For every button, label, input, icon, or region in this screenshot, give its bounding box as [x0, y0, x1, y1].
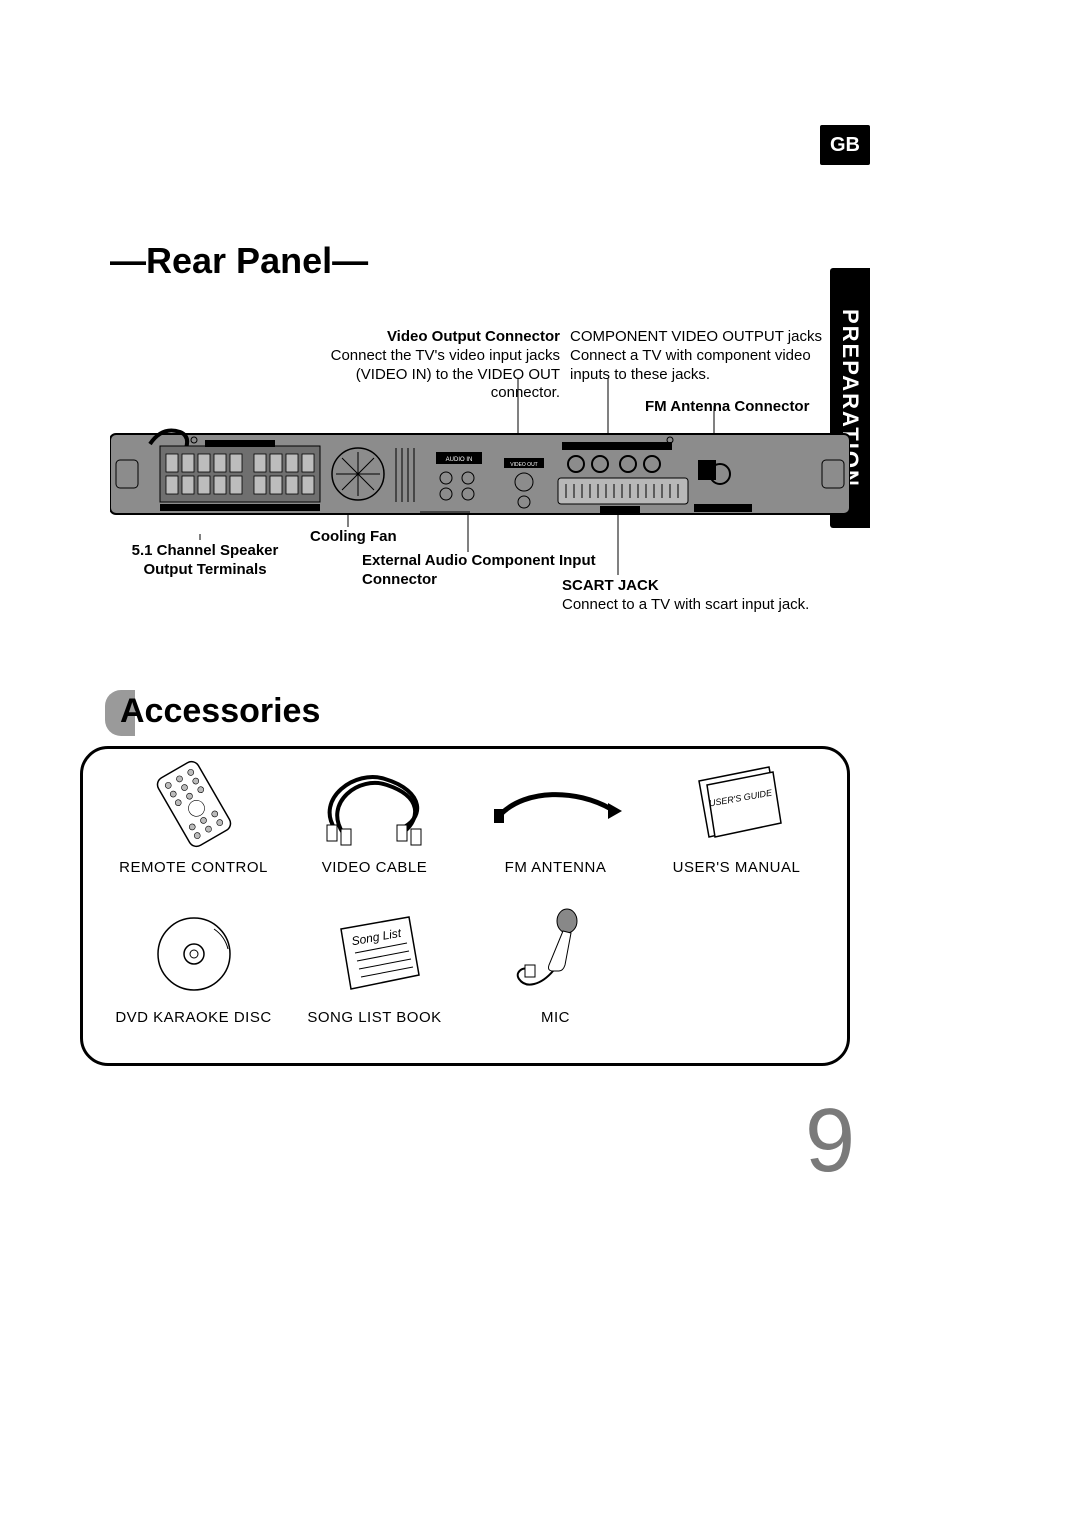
callout-line1: 5.1 Channel Speaker	[115, 542, 295, 561]
accessory-label: DVD KARAOKE DISC	[115, 1009, 271, 1026]
callout-scart: SCART JACK Connect to a TV with scart in…	[562, 577, 832, 615]
rear-panel-diagram: AUDIO IN VIDEO OUT	[110, 424, 850, 534]
callout-title: Video Output Connector	[290, 328, 560, 347]
callout-line1: External Audio Component Input	[362, 552, 622, 571]
accessory-label: VIDEO CABLE	[322, 859, 428, 876]
accessories-grid: REMOTE CONTROL VIDEO CABLE	[83, 749, 847, 1063]
accessory-video-cable: VIDEO CABLE	[284, 759, 465, 909]
accessory-fm-antenna: FM ANTENNA	[465, 759, 646, 909]
accessory-label: MIC	[541, 1009, 570, 1026]
accessory-users-manual: USER'S GUIDE USER'S MANUAL	[646, 759, 827, 909]
fm-antenna-icon	[486, 759, 626, 849]
callout-desc: Connect to a TV with scart input jack.	[562, 596, 832, 615]
accessories-heading: Accessories	[120, 692, 320, 731]
callout-fm-antenna: FM Antenna Connector	[645, 398, 865, 417]
accessory-label: SONG LIST BOOK	[307, 1009, 441, 1026]
callout-component-output: COMPONENT VIDEO OUTPUT jacks Connect a T…	[570, 328, 840, 384]
callout-title: FM Antenna Connector	[645, 398, 865, 417]
callout-title: COMPONENT VIDEO OUTPUT jacks	[570, 328, 840, 347]
language-badge: GB	[820, 125, 870, 165]
dvd-disc-icon	[124, 909, 264, 999]
svg-text:AUDIO IN: AUDIO IN	[446, 457, 473, 463]
callout-line2: Output Terminals	[115, 561, 295, 580]
remote-control-icon	[124, 759, 264, 849]
accessory-mic: MIC	[465, 909, 646, 1059]
callout-51-speaker: 5.1 Channel Speaker Output Terminals	[115, 542, 295, 580]
svg-text:VIDEO OUT: VIDEO OUT	[510, 462, 538, 468]
song-list-book-icon: Song List	[305, 909, 445, 999]
callout-video-output: Video Output Connector Connect the TV's …	[290, 328, 560, 403]
video-cable-icon	[305, 759, 445, 849]
accessory-song-list-book: Song List SONG LIST BOOK	[284, 909, 465, 1059]
accessory-label: FM ANTENNA	[505, 859, 607, 876]
accessory-remote: REMOTE CONTROL	[103, 759, 284, 909]
callout-desc: Connect the TV's video input jacks (VIDE…	[290, 347, 560, 403]
users-manual-icon: USER'S GUIDE	[667, 759, 807, 849]
callout-desc: Connect a TV with component video inputs…	[570, 347, 840, 385]
accessory-dvd-disc: DVD KARAOKE DISC	[103, 909, 284, 1059]
rear-panel-heading: —Rear Panel—	[110, 240, 368, 282]
accessory-label: REMOTE CONTROL	[119, 859, 268, 876]
accessory-label: USER'S MANUAL	[673, 859, 801, 876]
accessories-frame: REMOTE CONTROL VIDEO CABLE	[80, 746, 850, 1066]
manual-page: GB PREPARATION —Rear Panel— Video Output…	[0, 0, 1080, 1528]
microphone-icon	[486, 909, 626, 999]
page-number: 9	[805, 1090, 855, 1193]
callout-title: SCART JACK	[562, 577, 832, 596]
accessory-empty	[646, 909, 827, 1059]
